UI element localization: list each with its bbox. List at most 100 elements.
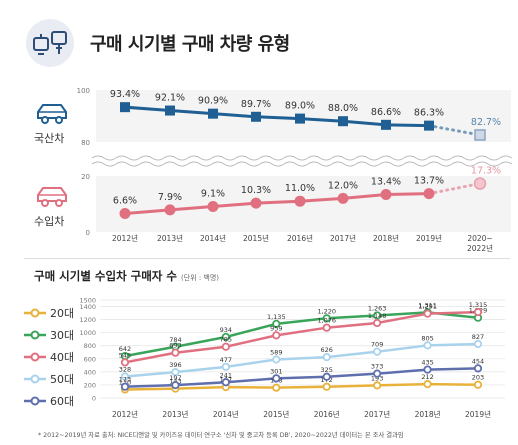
series-line [124, 311, 479, 358]
data-point [171, 368, 180, 377]
data-point [272, 355, 281, 364]
data-point [120, 102, 130, 113]
legend-swatch [24, 374, 46, 384]
series-line [124, 192, 430, 216]
legend-item: 20대 [24, 302, 84, 324]
legend-item: 30대 [24, 324, 84, 346]
y-tick-label: 20 [81, 173, 90, 181]
data-point [473, 177, 487, 190]
legend: 20대 30대 40대 50대 60대 [24, 302, 84, 412]
data-point [373, 311, 382, 320]
sub-chart-title: 구매 시기별 수입차 구매자 수 (단위 : 백명) [34, 269, 220, 283]
data-label: 328 [119, 366, 131, 374]
x-tick-label: 2018년 [415, 409, 441, 419]
data-point [294, 195, 306, 207]
data-point [272, 383, 281, 392]
data-label: 545 [119, 351, 131, 359]
y-tick-label: 600 [84, 355, 96, 363]
data-label: 805 [421, 334, 433, 342]
data-point [473, 339, 483, 349]
data-point [473, 380, 483, 389]
data-point [295, 113, 305, 124]
series-line [124, 367, 479, 388]
data-label: 934 [220, 326, 232, 334]
series-projection [427, 124, 482, 137]
data-point [272, 331, 281, 340]
data-label: 785 [220, 336, 232, 344]
legend-swatch [24, 396, 46, 406]
page-title: 구매 시기별 구매 차량 유형 [90, 34, 290, 55]
data-label: 1,263 [368, 304, 387, 312]
data-label: 82.7% [471, 117, 501, 128]
data-label: 12.0% [328, 180, 358, 191]
data-label: 1,315 [469, 301, 488, 309]
data-point [120, 358, 130, 367]
data-label: 6.6% [113, 196, 137, 207]
data-point [338, 116, 348, 127]
data-label: 86.3% [414, 108, 444, 119]
legend-item: 40대 [24, 346, 84, 368]
y-tick-label: 0 [86, 229, 90, 237]
data-point [322, 314, 331, 323]
data-point [171, 348, 180, 357]
header: 구매 시기별 구매 차량 유형 [0, 0, 518, 80]
x-tick-label: 2014년 [200, 233, 226, 243]
data-label: 373 [371, 363, 383, 371]
data-point [424, 120, 434, 131]
data-label: 626 [321, 346, 333, 354]
series-line [124, 382, 479, 391]
axis-break-upper [91, 155, 513, 161]
legend-item: 50대 [24, 368, 84, 390]
data-label: 7.9% [158, 192, 182, 203]
x-tick-label: 2018년 [373, 233, 399, 243]
data-point [473, 307, 483, 317]
data-label: 1,311 [418, 301, 437, 309]
y-tick-label: 1400 [79, 303, 96, 311]
x-tick-label: 2015년 [263, 409, 289, 419]
data-label: 642 [119, 345, 131, 353]
x-tick-label: 2017년 [364, 409, 390, 419]
x-tick-label: 2013년 [157, 233, 183, 243]
data-label: 1,135 [267, 313, 286, 321]
y-tick-label: 1200 [79, 316, 96, 324]
data-label: 193 [371, 374, 383, 382]
data-point [373, 347, 382, 356]
import-label: 수입차 [34, 215, 65, 228]
data-label: 86.6% [371, 107, 401, 118]
x-tick-label: 2013년 [162, 409, 188, 419]
data-label: 130 [119, 379, 131, 387]
data-label: 88.0% [328, 103, 358, 114]
data-label: 454 [472, 357, 484, 365]
data-label: 212 [421, 373, 433, 381]
data-label: 589 [270, 349, 282, 357]
data-point [423, 365, 432, 374]
x-tick-label: 2014년 [213, 409, 239, 419]
x-tick-label: 2016년 [314, 409, 340, 419]
data-label: 693 [169, 342, 181, 350]
data-point [251, 111, 261, 122]
x-tick-label: 2019년 [465, 409, 491, 419]
data-label: 709 [371, 341, 383, 349]
data-point [322, 323, 331, 332]
y-tick-label: 0 [92, 395, 96, 403]
data-label: 827 [472, 333, 484, 341]
x-tick-label: 2012년 [112, 233, 138, 243]
axis-break-lower [91, 161, 513, 167]
data-label: 13.4% [371, 176, 401, 187]
data-point [171, 381, 180, 390]
data-label: 1,220 [317, 307, 336, 315]
sub-chart-unit: (단위 : 백명) [180, 274, 220, 282]
data-label: 10.3% [241, 185, 271, 196]
data-label: 1,291 [418, 303, 437, 311]
car-category-icon [26, 19, 74, 67]
data-point [221, 378, 230, 387]
data-label: 477 [220, 356, 232, 364]
legend-swatch [24, 352, 46, 362]
data-point [373, 381, 382, 390]
data-point [322, 372, 331, 381]
domestic-car-icon [37, 104, 67, 124]
data-label: 9.1% [201, 189, 225, 200]
data-point [373, 369, 382, 378]
data-point [120, 382, 130, 391]
footnote: * 2012~2019년 자료 출처: NICE디앤알 및 카이즈유 데이터 연… [38, 432, 404, 439]
